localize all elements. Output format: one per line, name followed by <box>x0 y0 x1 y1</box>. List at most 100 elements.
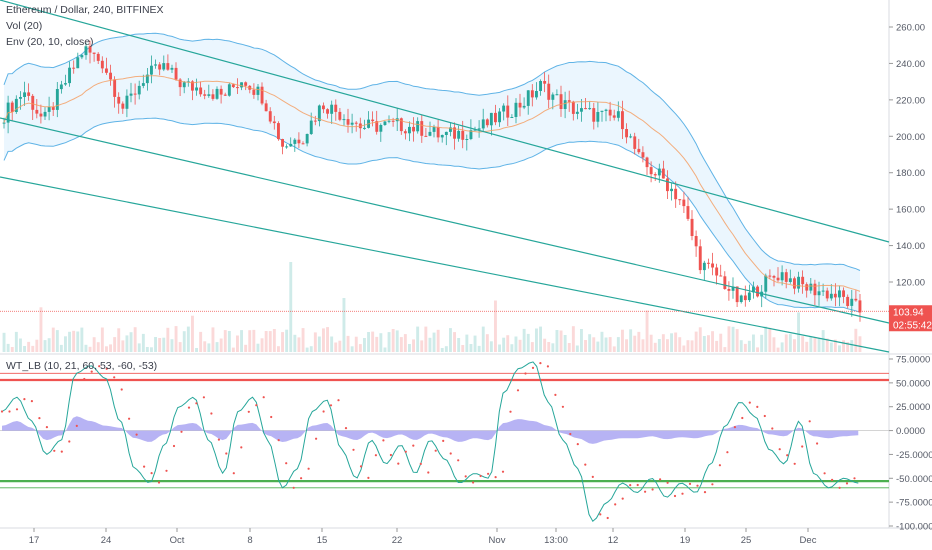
candle-body <box>809 283 813 291</box>
volume-bar <box>584 340 587 352</box>
candle-body <box>27 92 31 96</box>
envelope-basis-line <box>3 75 861 292</box>
candle-body <box>166 63 170 70</box>
candle <box>199 81 203 97</box>
candle-body <box>698 246 702 271</box>
candle-body <box>723 276 727 289</box>
wt2-dot <box>113 376 116 379</box>
candle-body <box>813 283 817 296</box>
price-tick-label: 120.00 <box>896 278 925 289</box>
volume-bar <box>526 333 530 352</box>
volume-bar <box>154 337 157 352</box>
volume-bar <box>510 344 514 352</box>
volume-bar <box>236 335 239 352</box>
osc-tick-label: 50.0000 <box>896 378 930 389</box>
wt2-dot <box>756 405 759 408</box>
candle-body <box>637 148 641 153</box>
volume-bar <box>207 343 211 352</box>
candle-body <box>469 130 473 139</box>
volume-bar <box>277 346 280 352</box>
trendline-3 <box>0 176 890 353</box>
candle-body <box>588 108 592 110</box>
wt2-dot <box>614 503 617 506</box>
date-tick-label: 19 <box>680 535 691 546</box>
candle <box>137 80 141 100</box>
volume-bar <box>395 330 399 352</box>
wt2-dot <box>666 481 669 484</box>
wt2-dot <box>793 462 796 465</box>
wt2-dot <box>427 471 430 474</box>
wt-indicator-label[interactable]: WT_LB (10, 21, 60, 53, -60, -53) <box>6 360 158 372</box>
wt2-dot <box>823 472 826 475</box>
volume-bar <box>702 336 706 352</box>
volume-bar <box>739 340 743 352</box>
candle <box>498 108 501 127</box>
candle-body <box>854 298 858 301</box>
volume-bar <box>399 337 403 352</box>
candle <box>23 81 26 106</box>
candle-body <box>133 93 137 95</box>
candle <box>674 181 678 208</box>
price-axis[interactable]: 260.00 240.00 220.00 200.00 180.00 160.00 140.… <box>889 23 925 289</box>
candle-body <box>625 129 628 138</box>
candle-body <box>207 94 211 96</box>
wt2-dot <box>367 476 370 479</box>
candle <box>100 56 104 74</box>
wt2-dot <box>157 481 161 484</box>
candle <box>240 82 243 91</box>
oscillator-axis[interactable]: 75.0000 50.0000 25.0000 0.0000 -25.0000 -50.0… <box>889 355 932 533</box>
wt2-dot <box>172 444 176 448</box>
candle-body <box>231 84 235 88</box>
candle-body <box>563 100 567 109</box>
wt2-dot <box>68 440 71 443</box>
symbol-title[interactable]: Ethereum / Dollar, 240, BITFINEX <box>6 4 164 16</box>
osc-tick-label: 75.0000 <box>896 355 930 366</box>
candle <box>571 100 575 121</box>
candle <box>530 84 534 107</box>
candle <box>440 134 444 143</box>
volume-bar <box>68 331 71 352</box>
candle-body <box>317 105 321 122</box>
candle-body <box>379 125 383 132</box>
candle <box>256 84 260 101</box>
wt2-dot <box>352 448 355 451</box>
volume-bar <box>47 338 51 352</box>
envelope-upper <box>3 32 861 271</box>
volume-bar <box>530 342 534 352</box>
volume-bar <box>186 326 190 352</box>
candle-body <box>436 126 440 138</box>
candle <box>489 112 493 136</box>
candle <box>346 108 350 133</box>
candle-body <box>477 128 481 130</box>
candle <box>494 104 497 126</box>
candle <box>776 267 780 282</box>
candle-body <box>154 64 157 66</box>
candle-body <box>539 81 542 91</box>
env-indicator-label[interactable]: Env (20, 10, close) <box>6 36 94 48</box>
wt2-dot <box>285 462 288 465</box>
candle-body <box>55 89 59 110</box>
candle <box>383 120 387 126</box>
candle <box>506 95 510 126</box>
candle <box>645 156 649 175</box>
volume-bar <box>731 326 735 352</box>
candle-body <box>268 111 272 122</box>
price-tick-label: 140.00 <box>896 241 925 252</box>
candle <box>244 81 248 91</box>
candle <box>567 90 571 112</box>
vol-indicator-label[interactable]: Vol (20) <box>6 20 43 32</box>
volume-bar <box>84 344 88 352</box>
volume-bar <box>379 333 383 352</box>
volume-bar <box>100 327 104 352</box>
volume-bar <box>547 342 551 352</box>
candle-body <box>371 119 375 122</box>
wt2-dot <box>292 486 295 489</box>
trendlines[interactable] <box>0 0 890 353</box>
time-axis[interactable]: 17 24 Oct 8 15 22 Nov 13:00 12 19 25 Dec <box>29 528 817 546</box>
volume-bar <box>264 331 268 352</box>
wt2-dot <box>53 449 56 452</box>
wt2-dot <box>434 449 437 452</box>
candle-body <box>551 94 555 100</box>
candle-body <box>215 88 219 99</box>
